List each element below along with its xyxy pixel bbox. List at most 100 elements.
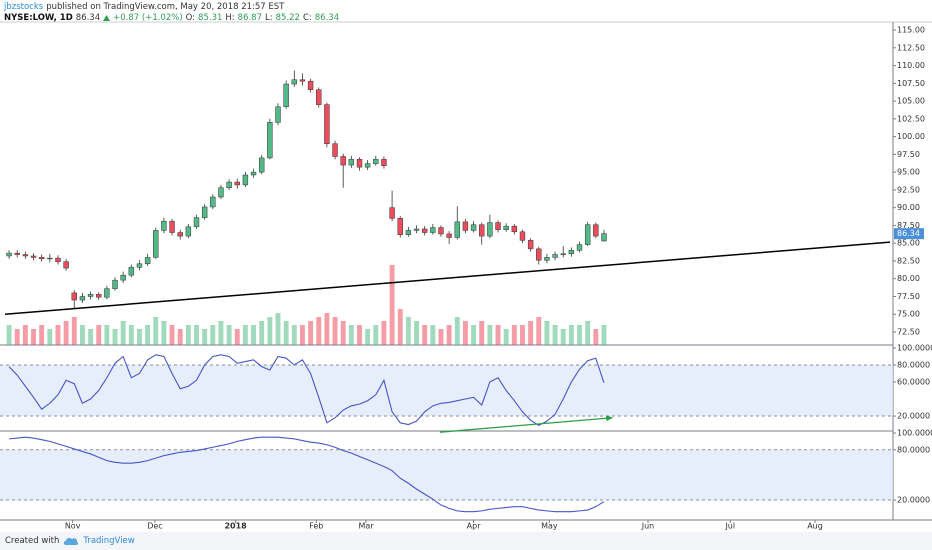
y-tick-label: 80.00 xyxy=(897,274,920,283)
volume-bar xyxy=(593,329,599,345)
candle-body xyxy=(30,255,37,258)
volume-bar xyxy=(438,329,444,345)
candle-body xyxy=(169,220,175,233)
candle-body xyxy=(487,222,493,237)
candle-body xyxy=(470,224,477,231)
volume-bar xyxy=(226,325,232,345)
volume-bar xyxy=(210,325,216,345)
created-with: Created with xyxy=(5,536,60,546)
brand[interactable]: TradingView xyxy=(83,536,135,546)
candle-body xyxy=(454,221,460,238)
volume-bar xyxy=(104,325,110,345)
candle-body xyxy=(250,171,257,176)
volume-bar xyxy=(185,325,191,345)
y-tick-label: 20.0000 xyxy=(897,495,930,504)
volume-bar xyxy=(373,325,379,345)
volume-bar xyxy=(348,325,354,345)
volume-bar xyxy=(462,321,468,345)
candle-body xyxy=(104,288,110,298)
volume-bar xyxy=(194,325,199,345)
volume-bar xyxy=(137,329,142,345)
candle-body xyxy=(47,257,53,260)
candle-body xyxy=(568,250,575,255)
candle-body xyxy=(112,279,118,289)
candle-body xyxy=(38,257,45,260)
x-tick-label: 2018 xyxy=(224,522,247,531)
x-tick-label: Apr xyxy=(467,522,482,531)
candle-body xyxy=(438,227,444,235)
header-row: jbzstocks published on TradingView.com, … xyxy=(4,2,284,12)
candle-body xyxy=(136,263,143,268)
symbol: NYSE:LOW, 1D xyxy=(4,13,73,23)
y-tick-label: 90.00 xyxy=(897,203,920,212)
volume-bar xyxy=(169,325,175,345)
candle-body xyxy=(332,143,338,157)
x-tick-label: Jun xyxy=(641,522,655,531)
candle-body xyxy=(430,227,436,233)
candle-body xyxy=(6,252,12,257)
volume-bar xyxy=(218,321,224,345)
volume-bar xyxy=(357,325,362,345)
candle-body xyxy=(584,224,591,245)
candle-body xyxy=(275,106,281,123)
y-tick-label: 95.00 xyxy=(897,168,920,177)
y-tick-label: 92.50 xyxy=(897,185,920,194)
candle-body xyxy=(527,240,534,250)
candle-body xyxy=(364,163,371,168)
candle-body xyxy=(14,252,20,255)
candle-body xyxy=(503,225,509,230)
close-label: C: xyxy=(302,13,312,23)
candle-body xyxy=(462,221,469,231)
volume-bar xyxy=(577,325,582,345)
volume-bar xyxy=(14,329,20,345)
candle-body xyxy=(226,181,232,189)
candle-body xyxy=(161,220,167,231)
y-tick-label: 110.00 xyxy=(897,61,925,70)
candle-body xyxy=(324,104,330,144)
volume-bar xyxy=(324,313,330,345)
candle-body xyxy=(389,207,395,219)
volume-bar xyxy=(39,325,45,345)
volume-bar xyxy=(454,317,460,345)
volume-bar xyxy=(234,329,240,345)
volume-bar xyxy=(560,329,566,345)
volume-bar xyxy=(120,321,126,345)
x-tick-label: Jul xyxy=(724,522,735,531)
candle-body xyxy=(291,79,297,85)
volume-bar xyxy=(88,329,94,345)
candle-body xyxy=(63,261,69,269)
candle-body xyxy=(479,224,485,237)
y-tick-label: 75.00 xyxy=(897,310,920,319)
volume-bar xyxy=(471,325,477,345)
y-tick-label: 77.50 xyxy=(897,292,920,301)
volume-bar xyxy=(340,321,346,345)
candle-body xyxy=(153,230,159,258)
brand-logo xyxy=(64,537,79,545)
volume-bar xyxy=(479,321,485,345)
volume-bar xyxy=(446,325,452,345)
volume-bar xyxy=(405,317,411,345)
y-tick-label: 107.50 xyxy=(897,79,925,88)
volume-bar xyxy=(202,329,208,345)
volume-bar xyxy=(6,325,12,345)
band-fill xyxy=(0,449,893,500)
candle-body xyxy=(421,228,428,233)
candle-body xyxy=(71,292,77,301)
candle-body xyxy=(307,80,314,90)
volume-bar xyxy=(332,317,338,345)
author[interactable]: jbzstocks xyxy=(4,2,44,12)
candle-body xyxy=(348,159,355,166)
y-tick-label: 82.50 xyxy=(897,256,920,265)
volume-bar xyxy=(528,321,534,345)
candle-body xyxy=(544,257,550,261)
volume-bar xyxy=(145,325,151,345)
candle-body xyxy=(144,257,151,265)
legend-row: NYSE:LOW, 1D 86.34 +0.87 (+1.02%) O: 85.3… xyxy=(4,13,339,23)
candle-body xyxy=(340,156,346,166)
y-tick-label: 97.50 xyxy=(897,150,920,159)
y-tick-label: 20.0000 xyxy=(897,412,930,421)
volume-bar xyxy=(128,325,134,345)
volume-bar xyxy=(316,317,322,345)
candle-body xyxy=(234,181,240,186)
